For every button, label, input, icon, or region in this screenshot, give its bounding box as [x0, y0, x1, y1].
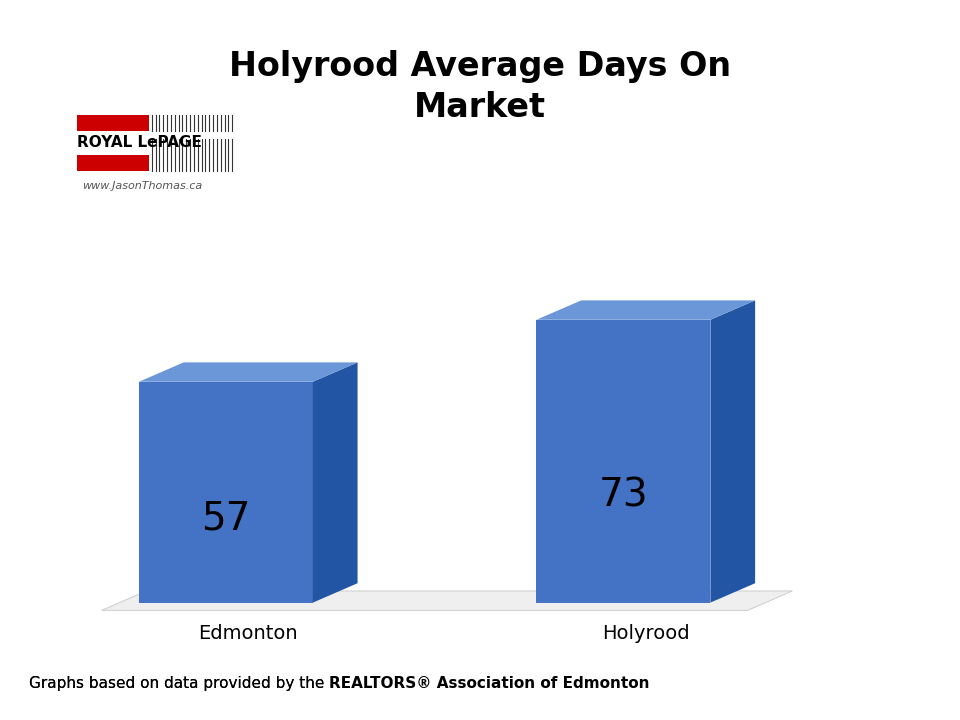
Text: Edmonton: Edmonton	[199, 624, 298, 643]
Text: 57: 57	[202, 500, 251, 538]
Polygon shape	[313, 362, 357, 603]
Polygon shape	[102, 591, 792, 611]
Text: Holyrood Average Days On
Market: Holyrood Average Days On Market	[228, 50, 732, 124]
Text: ROYAL LePAGE: ROYAL LePAGE	[77, 135, 202, 150]
Text: www.JasonThomas.ca: www.JasonThomas.ca	[82, 181, 202, 192]
Polygon shape	[139, 362, 357, 382]
Polygon shape	[537, 320, 710, 603]
Text: Graphs based on data provided by the: Graphs based on data provided by the	[29, 676, 329, 691]
Text: Holyrood: Holyrood	[602, 624, 689, 643]
Polygon shape	[537, 300, 756, 320]
Text: 73: 73	[599, 476, 648, 514]
Polygon shape	[710, 300, 756, 603]
Text: REALTORS® Association of Edmonton: REALTORS® Association of Edmonton	[329, 676, 650, 691]
Text: Graphs based on data provided by the: Graphs based on data provided by the	[29, 676, 329, 691]
Polygon shape	[139, 382, 313, 603]
